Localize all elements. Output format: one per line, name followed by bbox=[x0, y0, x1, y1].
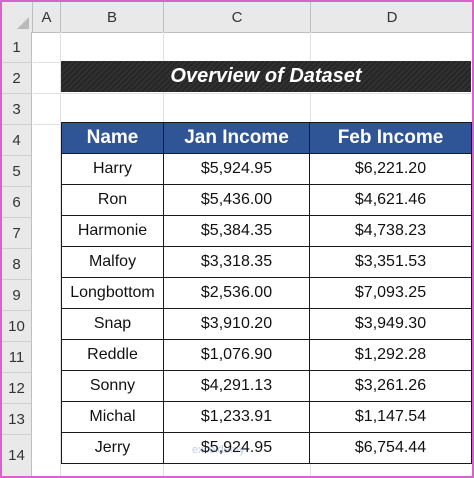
row-header-10[interactable]: 10 bbox=[2, 311, 32, 342]
header-feb-income[interactable]: Feb Income bbox=[309, 122, 472, 154]
table-row: Michal $1,233.91 $1,147.54 bbox=[61, 401, 472, 433]
cell-name[interactable]: Longbottom bbox=[61, 277, 164, 309]
gridline bbox=[33, 93, 472, 94]
cell-feb-income[interactable]: $4,621.46 bbox=[309, 184, 472, 216]
row-header-14[interactable]: 14 bbox=[2, 435, 32, 476]
row-header-5[interactable]: 5 bbox=[2, 156, 32, 187]
select-all-corner[interactable] bbox=[2, 2, 33, 32]
row-header-12[interactable]: 12 bbox=[2, 373, 32, 404]
row-header-11[interactable]: 11 bbox=[2, 342, 32, 373]
column-header-c[interactable]: C bbox=[164, 2, 311, 32]
column-header-a[interactable]: A bbox=[33, 2, 61, 32]
table-header-row: Name Jan Income Feb Income bbox=[61, 122, 472, 154]
cell-name[interactable]: Harmonie bbox=[61, 215, 164, 247]
header-jan-income[interactable]: Jan Income bbox=[163, 122, 310, 154]
gridline bbox=[60, 32, 61, 476]
cell-jan-income[interactable]: $1,076.90 bbox=[163, 339, 310, 371]
cell-feb-income[interactable]: $4,738.23 bbox=[309, 215, 472, 247]
table-row: Malfoy $3,318.35 $3,351.53 bbox=[61, 246, 472, 278]
income-table: Name Jan Income Feb Income Harry $5,924.… bbox=[61, 122, 472, 464]
cell-feb-income[interactable]: $1,147.54 bbox=[309, 401, 472, 433]
cell-jan-income[interactable]: $5,924.95 bbox=[163, 432, 310, 464]
cell-feb-income[interactable]: $3,351.53 bbox=[309, 246, 472, 278]
table-row: Reddle $1,076.90 $1,292.28 bbox=[61, 339, 472, 371]
cell-name[interactable]: Malfoy bbox=[61, 246, 164, 278]
cell-name[interactable]: Reddle bbox=[61, 339, 164, 371]
cell-jan-income[interactable]: $5,924.95 bbox=[163, 153, 310, 185]
cell-name[interactable]: Harry bbox=[61, 153, 164, 185]
table-row: Harmonie $5,384.35 $4,738.23 bbox=[61, 215, 472, 247]
row-header-4[interactable]: 4 bbox=[2, 125, 32, 156]
table-row: Jerry $5,924.95 $6,754.44 bbox=[61, 432, 472, 464]
header-name[interactable]: Name bbox=[61, 122, 164, 154]
cell-jan-income[interactable]: $1,233.91 bbox=[163, 401, 310, 433]
row-header-13[interactable]: 13 bbox=[2, 404, 32, 435]
table-row: Ron $5,436.00 $4,621.46 bbox=[61, 184, 472, 216]
cell-name[interactable]: Snap bbox=[61, 308, 164, 340]
row-header-2[interactable]: 2 bbox=[2, 63, 32, 94]
cell-jan-income[interactable]: $3,318.35 bbox=[163, 246, 310, 278]
column-header-row bbox=[2, 2, 472, 33]
cell-jan-income[interactable]: $3,910.20 bbox=[163, 308, 310, 340]
cell-feb-income[interactable]: $6,221.20 bbox=[309, 153, 472, 185]
cell-name[interactable]: Michal bbox=[61, 401, 164, 433]
table-row: Harry $5,924.95 $6,221.20 bbox=[61, 153, 472, 185]
column-header-b[interactable]: B bbox=[61, 2, 164, 32]
table-row: Snap $3,910.20 $3,949.30 bbox=[61, 308, 472, 340]
table-row: Longbottom $2,536.00 $7,093.25 bbox=[61, 277, 472, 309]
row-header-9[interactable]: 9 bbox=[2, 280, 32, 311]
cell-jan-income[interactable]: $5,384.35 bbox=[163, 215, 310, 247]
row-header-7[interactable]: 7 bbox=[2, 218, 32, 249]
cell-jan-income[interactable]: $5,436.00 bbox=[163, 184, 310, 216]
cell-name[interactable]: Jerry bbox=[61, 432, 164, 464]
cell-feb-income[interactable]: $7,093.25 bbox=[309, 277, 472, 309]
cell-feb-income[interactable]: $3,261.26 bbox=[309, 370, 472, 402]
cell-feb-income[interactable]: $1,292.28 bbox=[309, 339, 472, 371]
row-header-3[interactable]: 3 bbox=[2, 94, 32, 125]
column-header-d[interactable]: D bbox=[386, 8, 398, 26]
table-row: Sonny $4,291.13 $3,261.26 bbox=[61, 370, 472, 402]
cell-jan-income[interactable]: $4,291.13 bbox=[163, 370, 310, 402]
row-header-1[interactable]: 1 bbox=[2, 32, 32, 63]
cell-jan-income[interactable]: $2,536.00 bbox=[163, 277, 310, 309]
dataset-title[interactable]: Overview of Dataset bbox=[61, 61, 471, 92]
cell-feb-income[interactable]: $6,754.44 bbox=[309, 432, 472, 464]
cell-name[interactable]: Ron bbox=[61, 184, 164, 216]
row-header-6[interactable]: 6 bbox=[2, 187, 32, 218]
row-header-8[interactable]: 8 bbox=[2, 249, 32, 280]
cell-name[interactable]: Sonny bbox=[61, 370, 164, 402]
cell-feb-income[interactable]: $3,949.30 bbox=[309, 308, 472, 340]
